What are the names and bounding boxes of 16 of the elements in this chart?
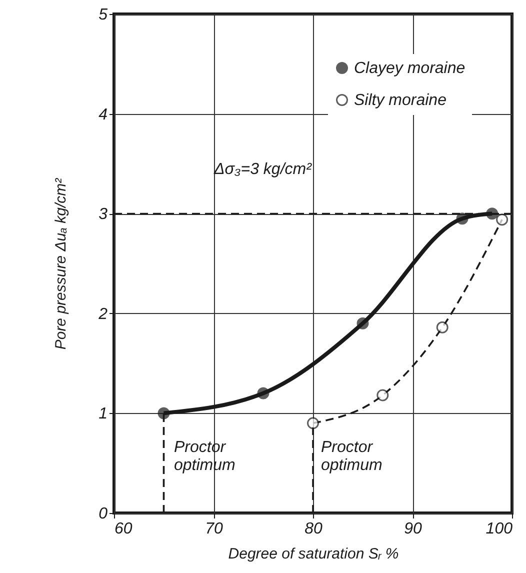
y-axis-title: Pore pressure Δuₐ kg/cm² bbox=[52, 177, 70, 350]
annotation: Proctor optimum bbox=[321, 439, 382, 474]
y-tick-label: 3 bbox=[98, 206, 108, 224]
x-tick-label: 90 bbox=[404, 520, 422, 538]
y-tick-label: 0 bbox=[98, 506, 108, 522]
y-tick-label: 2 bbox=[98, 306, 108, 323]
legend-label: Silty moraine bbox=[354, 92, 447, 109]
legend-label: Clayey moraine bbox=[354, 60, 466, 77]
y-tick-label: 1 bbox=[98, 406, 108, 423]
x-axis-title: Degree of saturation Sᵣ % bbox=[228, 546, 399, 562]
x-tick-label: 80 bbox=[304, 520, 322, 538]
x-tick-label: 100 bbox=[486, 520, 513, 538]
y-tick-label: 4 bbox=[98, 106, 108, 124]
y-tick-label: 5 bbox=[98, 6, 108, 24]
x-tick-label: 60 bbox=[114, 520, 132, 538]
x-tick-label: 70 bbox=[205, 520, 223, 538]
